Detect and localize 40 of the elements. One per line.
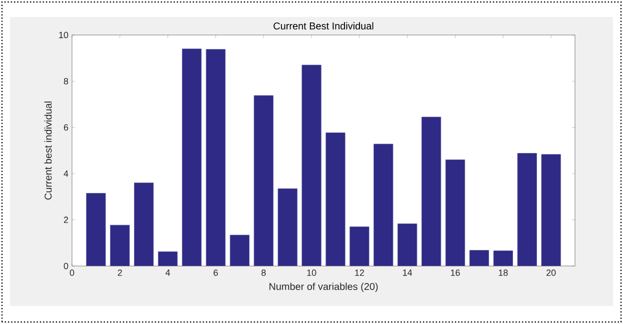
x-axis-title: Number of variables (20) [270, 282, 378, 292]
chart-title: Current Best Individual [274, 22, 374, 30]
bar [518, 153, 537, 266]
bar [206, 49, 226, 266]
bar [182, 48, 202, 266]
x-tick-label: 12 [355, 270, 364, 276]
x-tick-label: 8 [262, 270, 266, 276]
bar [494, 250, 513, 266]
bar [86, 193, 106, 266]
x-tick-label: 14 [403, 270, 412, 276]
bar [158, 252, 178, 266]
bar [326, 132, 346, 266]
bar [302, 65, 322, 266]
bar [254, 96, 274, 266]
bar [350, 226, 370, 266]
x-tick-label: 16 [450, 270, 460, 276]
bar [422, 117, 441, 266]
x-tick-label: 0 [70, 270, 74, 276]
bar [230, 235, 250, 266]
x-tick-label: 2 [118, 270, 122, 276]
x-tick-label: 6 [214, 270, 218, 276]
x-tick-label: 10 [307, 270, 316, 276]
bar [110, 225, 130, 266]
bar [470, 250, 489, 266]
y-tick-label: 8 [64, 78, 68, 84]
bar [398, 224, 417, 266]
x-tick-label: 18 [498, 270, 508, 276]
bar [278, 188, 298, 266]
bar [134, 182, 154, 266]
y-tick-label: 2 [64, 216, 68, 223]
x-tick-label: 4 [166, 270, 170, 276]
y-tick-label: 10 [59, 32, 68, 38]
y-axis-title: Current best individual [44, 102, 52, 200]
y-tick-label: 4 [64, 170, 68, 177]
bar [374, 144, 393, 266]
y-tick-label: 6 [64, 124, 68, 131]
bar [541, 154, 561, 266]
bar [446, 160, 465, 266]
y-tick-label: 0 [64, 262, 68, 270]
x-tick-label: 20 [546, 270, 556, 276]
